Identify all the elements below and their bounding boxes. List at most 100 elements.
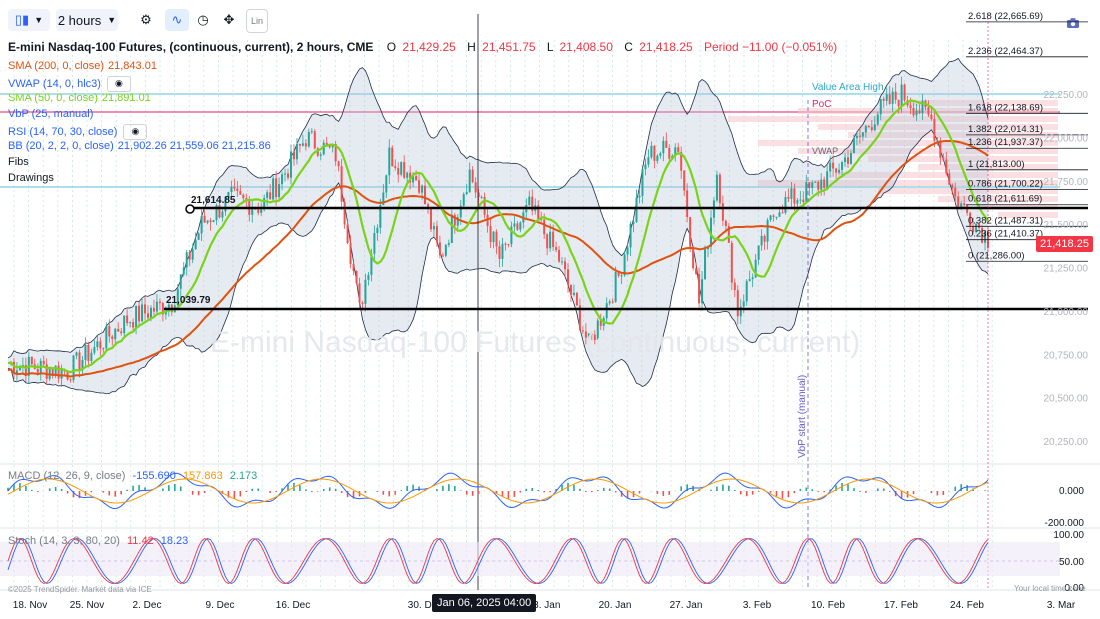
- indicators-icon[interactable]: ∿: [165, 9, 189, 31]
- candle-body: [361, 302, 364, 304]
- stoch-axis-tick: 100.00: [1053, 530, 1084, 541]
- high-label: H: [467, 40, 476, 54]
- candle-body: [278, 184, 281, 198]
- chart-type-dropdown[interactable]: ▯▮ ▼: [8, 9, 50, 31]
- macd-histogram-bar: [114, 491, 117, 497]
- macd-histogram-bar: [406, 485, 408, 491]
- eye-icon[interactable]: ◉: [106, 76, 131, 92]
- candle-body: [462, 194, 465, 206]
- candle-body: [69, 379, 72, 381]
- candle-body: [847, 157, 849, 164]
- macd-histogram-bar: [287, 484, 289, 491]
- candle-body: [650, 145, 653, 158]
- candle-body: [739, 306, 742, 317]
- macd-histogram-bar: [793, 491, 796, 494]
- price-axis-tick: 21,750.00: [1044, 177, 1089, 188]
- macd-value-1: -155.690: [132, 470, 176, 482]
- macd-pane: [7, 472, 989, 510]
- time-axis-tick: 9. Dec: [206, 600, 235, 611]
- crosshair-icon[interactable]: ✥: [223, 12, 235, 27]
- legend-value: 21,902.26 21,559.06 21,215.86: [117, 140, 271, 152]
- macd-histogram-bar: [507, 491, 510, 499]
- volume-profile-bar: [908, 100, 1058, 106]
- candle-body: [87, 344, 90, 361]
- candle-body: [144, 304, 147, 314]
- eye-icon[interactable]: ◉: [123, 124, 148, 140]
- lin-scale-button[interactable]: Lin: [246, 9, 268, 33]
- candle-body: [403, 162, 406, 178]
- candle-body: [623, 254, 626, 276]
- candle-body: [102, 348, 105, 350]
- candle-body: [590, 333, 593, 335]
- macd-histogram-bar: [728, 485, 730, 491]
- candle-body: [680, 152, 683, 171]
- candle-body: [858, 135, 861, 137]
- candle-body: [275, 178, 278, 198]
- candle-body: [346, 224, 349, 243]
- candle-body: [176, 288, 179, 306]
- macd-histogram-bar: [275, 491, 277, 493]
- candle-body: [427, 204, 429, 209]
- macd-histogram-bar: [781, 491, 784, 499]
- candle-body: [117, 328, 120, 332]
- legend-row[interactable]: RSI (14, 70, 30, close) ◉: [8, 124, 148, 140]
- candle-body: [424, 185, 427, 205]
- clock-icon[interactable]: ◷: [197, 12, 209, 27]
- candle-body: [495, 231, 498, 247]
- candle-body: [903, 84, 906, 101]
- macd-histogram-bar: [412, 484, 414, 491]
- high-value: 21,451.75: [482, 40, 536, 54]
- candle-body: [915, 110, 918, 116]
- macd-histogram-bar: [322, 489, 325, 491]
- candle-body: [45, 364, 48, 379]
- legend-row[interactable]: SMA (200, 0, close) 21,843.01: [8, 60, 157, 72]
- chevron-down-icon: ▼: [107, 15, 117, 25]
- candle-body: [879, 98, 882, 115]
- candle-body: [489, 226, 492, 243]
- legend-row[interactable]: VWAP (14, 0, hlc3) ◉: [8, 76, 131, 92]
- candle-body: [531, 196, 534, 211]
- candle-body: [304, 143, 307, 147]
- candle-body: [769, 215, 772, 220]
- candle-body: [441, 255, 444, 257]
- candle-body: [412, 176, 415, 183]
- macd-histogram-bar: [465, 491, 468, 495]
- legend-row[interactable]: Drawings: [8, 172, 54, 184]
- legend-row[interactable]: Fibs: [8, 156, 29, 168]
- candle-body: [614, 271, 617, 302]
- legend-label: Fibs: [8, 156, 29, 168]
- macd-histogram-bar: [912, 491, 915, 495]
- candle-body: [465, 192, 468, 195]
- close-label: C: [624, 40, 633, 54]
- legend-row[interactable]: VbP (25, manual): [8, 108, 93, 120]
- candle-body: [456, 217, 459, 226]
- macd-histogram-bar: [573, 484, 575, 491]
- macd-histogram-bar: [364, 491, 367, 493]
- macd-histogram-bar: [853, 488, 855, 491]
- macd-histogram-bar: [668, 491, 671, 495]
- candle-body: [81, 359, 84, 371]
- settings-gear-icon[interactable]: ⚙: [140, 12, 152, 27]
- legend-row[interactable]: BB (20, 2, 2, 0, close) 21,902.26 21,559.…: [8, 140, 271, 152]
- local-timezone-note[interactable]: Your local time zone: [1014, 584, 1086, 593]
- candle-body: [298, 143, 301, 146]
- candle-body: [802, 199, 805, 203]
- macd-histogram-bar: [84, 491, 87, 496]
- legend-row[interactable]: SMA (50, 0, close) 21,891.01: [8, 92, 151, 104]
- macd-histogram-bar: [495, 491, 498, 494]
- candle-body: [864, 126, 867, 133]
- candle-body: [677, 147, 680, 153]
- interval-dropdown[interactable]: 2 hours ▼: [56, 9, 118, 31]
- candle-body: [18, 366, 21, 371]
- macd-histogram-bar: [847, 484, 849, 491]
- candles: [9, 76, 989, 387]
- candle-body: [340, 166, 343, 202]
- candle-body: [224, 196, 227, 212]
- macd-histogram-bar: [7, 487, 9, 491]
- candle-body: [951, 184, 954, 188]
- legend-label: SMA (50, 0, close): [8, 92, 98, 104]
- macd-histogram-bar: [787, 491, 790, 498]
- candle-body: [334, 144, 337, 162]
